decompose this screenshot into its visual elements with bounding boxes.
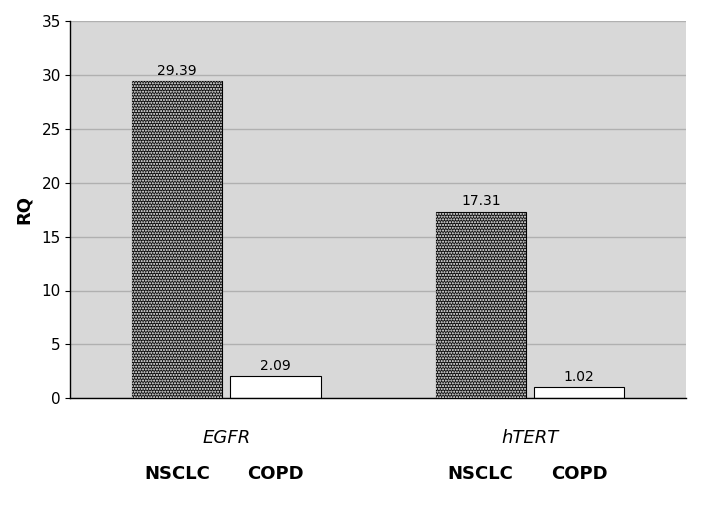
- Text: NSCLC: NSCLC: [448, 465, 514, 483]
- Text: COPD: COPD: [551, 465, 608, 483]
- Text: 29.39: 29.39: [157, 64, 197, 78]
- Bar: [435, 212, 526, 398]
- Text: hTERT: hTERT: [501, 429, 559, 447]
- Bar: [231, 376, 321, 398]
- Text: EGFR: EGFR: [203, 429, 250, 447]
- Y-axis label: RQ: RQ: [15, 195, 33, 224]
- Bar: [132, 81, 222, 398]
- Text: COPD: COPD: [247, 465, 304, 483]
- Text: 17.31: 17.31: [461, 195, 501, 209]
- Bar: [435, 212, 526, 398]
- Text: NSCLC: NSCLC: [144, 465, 210, 483]
- Text: 2.09: 2.09: [260, 358, 291, 372]
- Bar: [534, 387, 625, 398]
- Bar: [132, 81, 222, 398]
- Text: 1.02: 1.02: [564, 370, 594, 384]
